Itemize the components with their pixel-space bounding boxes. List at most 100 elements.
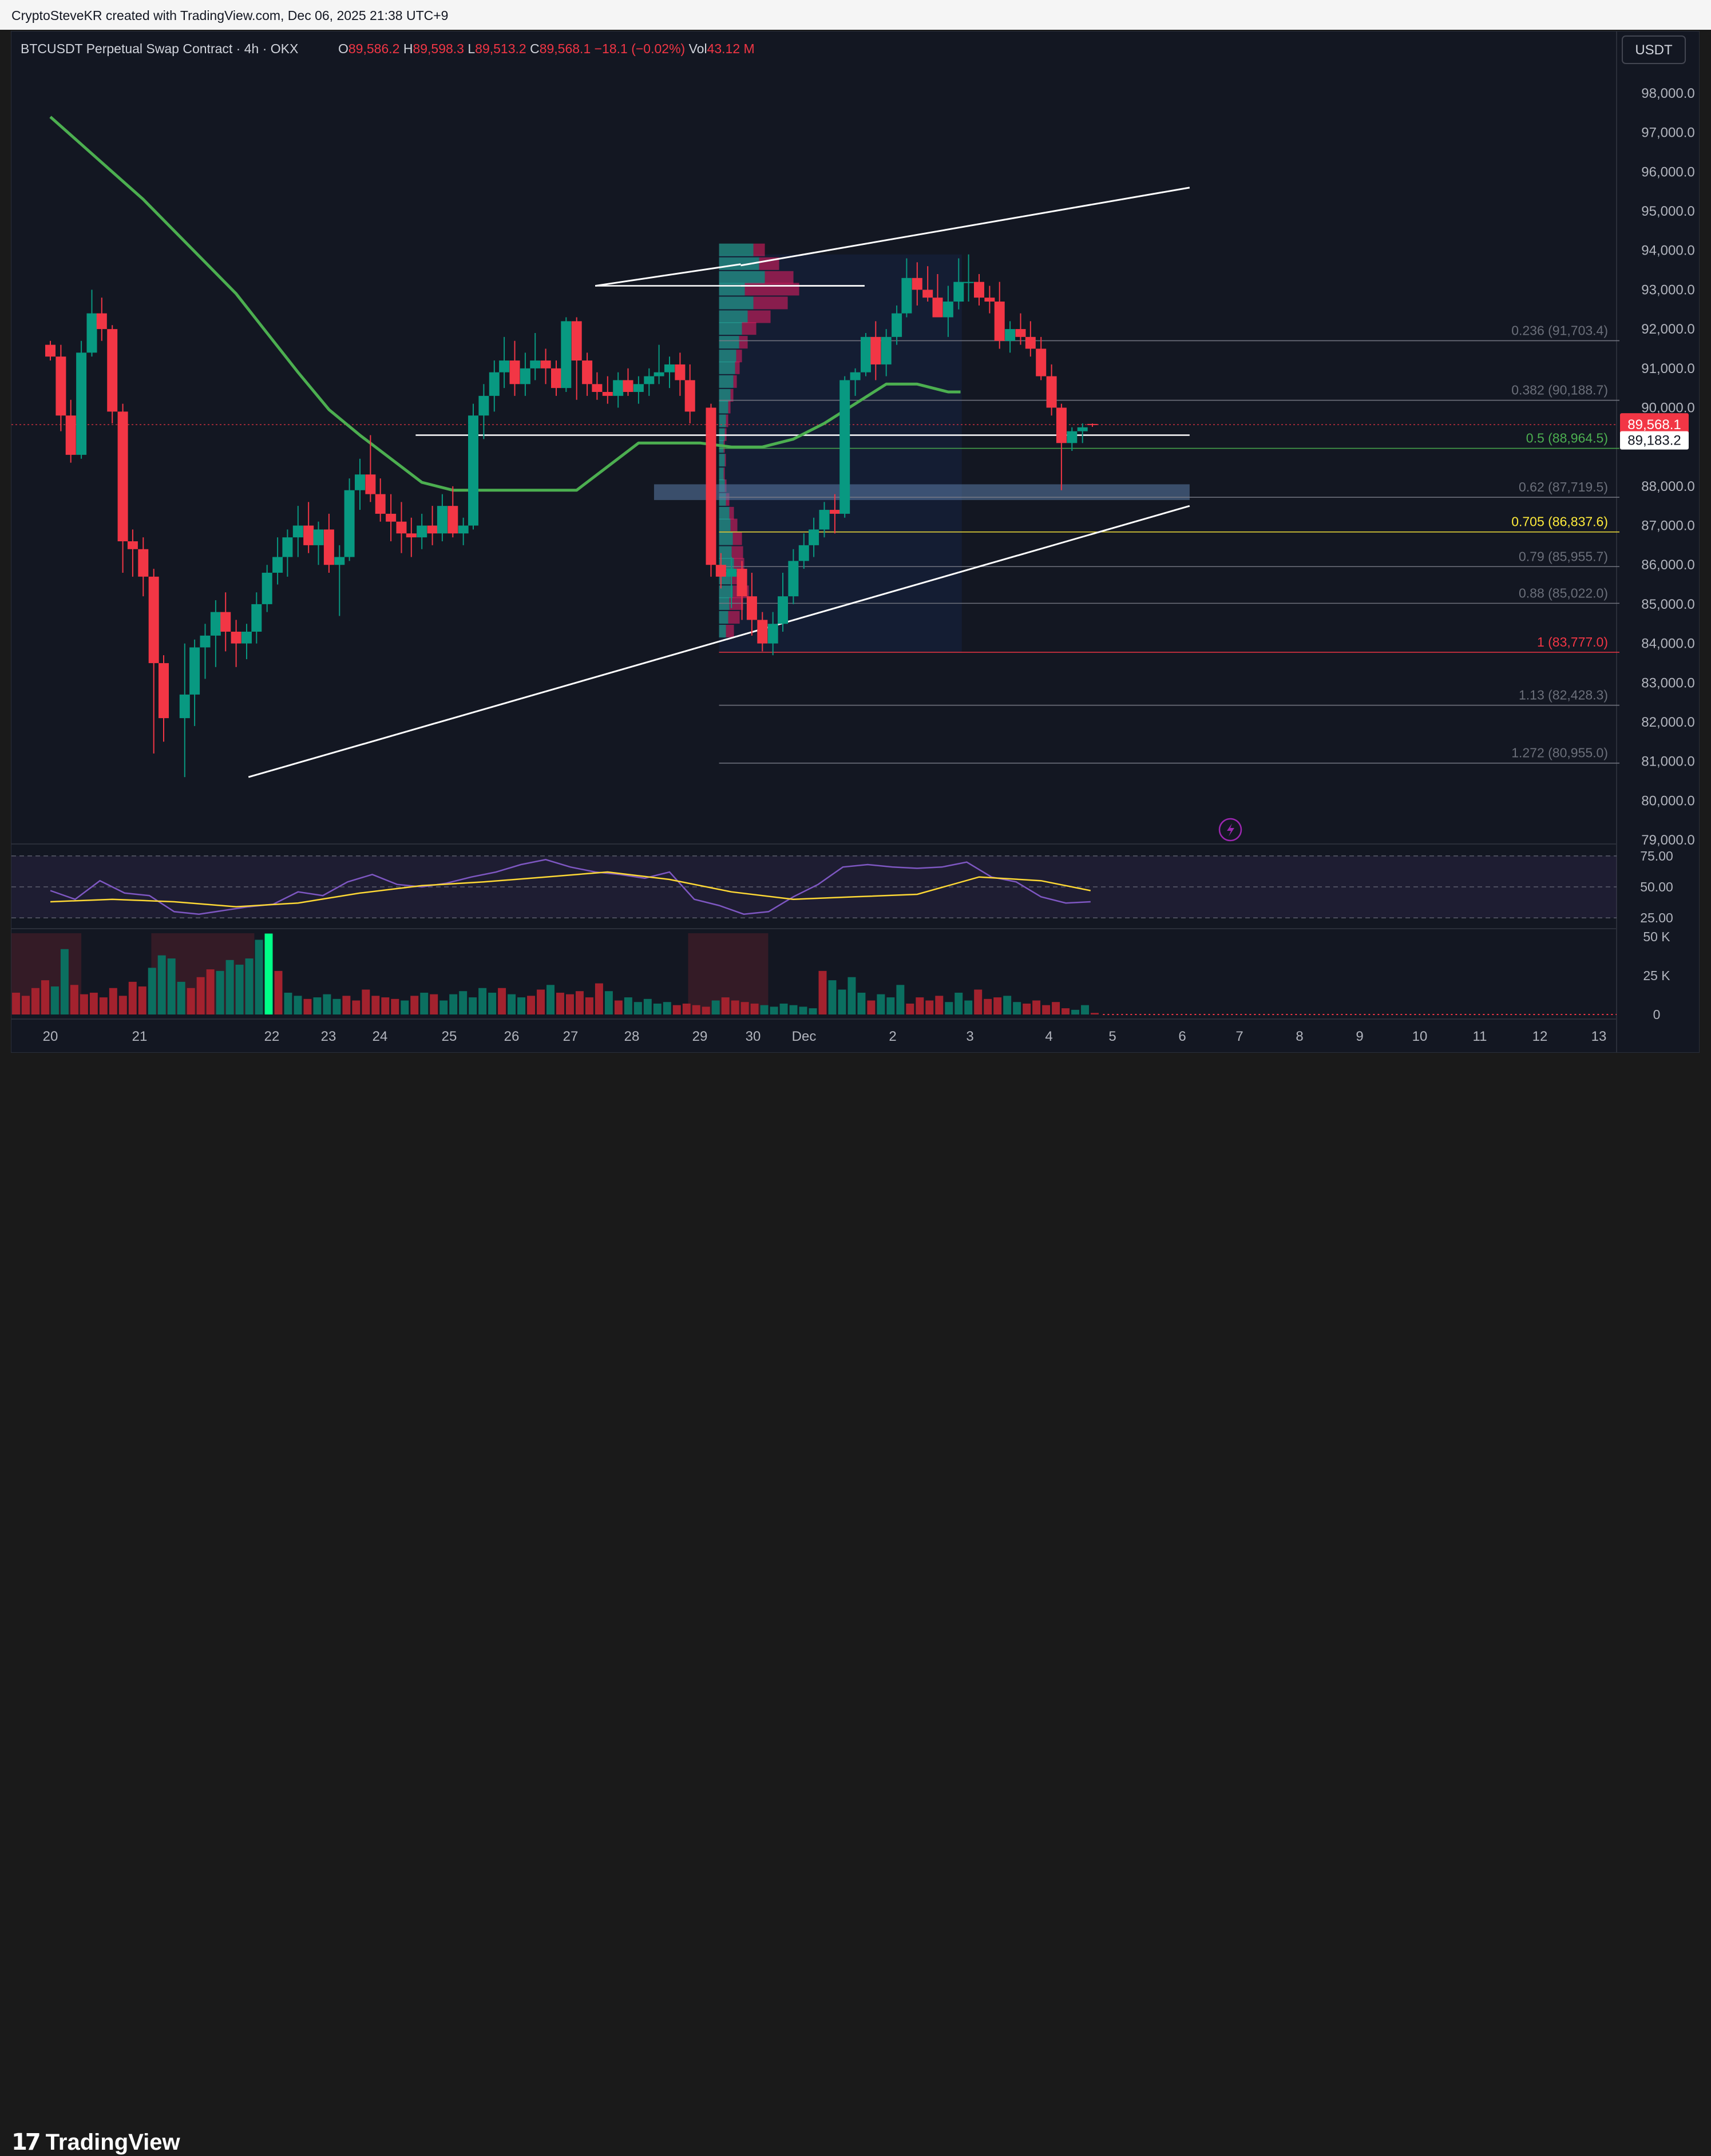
volume-bar[interactable] — [255, 940, 263, 1014]
volume-bar[interactable] — [799, 1006, 807, 1014]
volume-bar[interactable] — [779, 1003, 788, 1014]
volume-bar[interactable] — [488, 992, 497, 1014]
volume-bar[interactable] — [21, 996, 30, 1014]
volume-bar[interactable] — [167, 958, 176, 1014]
volume-bar[interactable] — [41, 980, 49, 1014]
volume-bar[interactable] — [439, 1000, 448, 1014]
volume-bar[interactable] — [1091, 1013, 1099, 1014]
candle[interactable] — [334, 557, 345, 565]
volume-bar[interactable] — [235, 964, 244, 1014]
candle[interactable] — [922, 290, 933, 298]
candle[interactable] — [406, 533, 417, 538]
volume-bar[interactable] — [565, 994, 574, 1014]
volume-bar[interactable] — [89, 992, 98, 1014]
volume-bar[interactable] — [478, 988, 487, 1014]
candle[interactable] — [860, 336, 871, 372]
candle[interactable] — [65, 415, 76, 455]
candle[interactable] — [1077, 427, 1088, 431]
volume-bar[interactable] — [1062, 1008, 1070, 1014]
candle[interactable] — [447, 506, 458, 534]
candle[interactable] — [984, 298, 995, 302]
candle[interactable] — [571, 321, 582, 361]
candle[interactable] — [602, 392, 613, 396]
volume-bar[interactable] — [401, 1000, 409, 1014]
volume-bar[interactable] — [750, 1003, 759, 1014]
rsi-ma-line[interactable] — [50, 871, 1091, 907]
volume-bar[interactable] — [974, 989, 983, 1014]
volume-bar[interactable] — [945, 1002, 953, 1014]
candle[interactable] — [653, 372, 664, 376]
volume-bar[interactable] — [381, 997, 390, 1014]
volume-bar[interactable] — [430, 994, 438, 1014]
volume-bar[interactable] — [449, 994, 458, 1014]
volume-bar[interactable] — [70, 985, 78, 1014]
volume-bar[interactable] — [886, 997, 895, 1014]
volume-bar[interactable] — [313, 997, 322, 1014]
candle[interactable] — [901, 278, 912, 314]
candle[interactable] — [189, 647, 200, 695]
candle[interactable] — [148, 576, 159, 663]
volume-bar[interactable] — [731, 1000, 739, 1014]
volume-bar[interactable] — [225, 960, 234, 1014]
candle[interactable] — [458, 525, 469, 534]
volume-bar[interactable] — [274, 970, 283, 1014]
volume-bar[interactable] — [371, 996, 380, 1014]
candle[interactable] — [344, 490, 355, 557]
candle[interactable] — [892, 313, 902, 337]
candle[interactable] — [56, 356, 66, 416]
volume-bar[interactable] — [177, 981, 185, 1014]
volume-bar[interactable] — [391, 998, 399, 1014]
candle[interactable] — [262, 572, 272, 604]
volume-bar[interactable] — [847, 977, 856, 1014]
candle[interactable] — [292, 525, 303, 538]
volume-bar[interactable] — [352, 1000, 361, 1014]
candle[interactable] — [1056, 407, 1067, 443]
candle[interactable] — [942, 302, 953, 318]
candle[interactable] — [994, 302, 1005, 341]
volume-bar[interactable] — [517, 997, 526, 1014]
candle[interactable] — [963, 282, 974, 283]
volume-bar[interactable] — [604, 991, 613, 1014]
candle[interactable] — [127, 541, 138, 549]
candle[interactable] — [282, 537, 293, 557]
candle[interactable] — [726, 569, 737, 577]
volume-bar[interactable] — [711, 1000, 720, 1014]
candle[interactable] — [623, 380, 633, 392]
volume-bar[interactable] — [556, 992, 564, 1014]
candle[interactable] — [251, 604, 262, 632]
volume-bar[interactable] — [332, 998, 341, 1014]
candle[interactable] — [582, 360, 593, 385]
volume-bar[interactable] — [12, 992, 20, 1014]
volume-bar[interactable] — [818, 970, 827, 1014]
volume-bar[interactable] — [614, 1000, 623, 1014]
candle[interactable] — [881, 336, 892, 364]
candle[interactable] — [746, 596, 757, 620]
candle[interactable] — [839, 380, 850, 514]
candle[interactable] — [1087, 423, 1098, 425]
candle[interactable] — [675, 364, 686, 381]
volume-bar[interactable] — [1013, 1002, 1021, 1014]
candle[interactable] — [684, 380, 695, 412]
candle[interactable] — [313, 529, 324, 545]
volume-bar[interactable] — [663, 1002, 671, 1014]
candle[interactable] — [303, 525, 314, 545]
volume-bar[interactable] — [916, 997, 924, 1014]
volume-bar[interactable] — [264, 933, 273, 1014]
candle[interactable] — [210, 612, 221, 636]
candle[interactable] — [850, 372, 861, 381]
channel-upper-trendline[interactable] — [740, 187, 1190, 267]
candle[interactable] — [757, 620, 768, 644]
chart-canvas[interactable]: 0.236 (91,703.4) 0.382 (90,188.7) 0.5 (88,… — [11, 31, 1700, 1053]
candle[interactable] — [736, 569, 747, 597]
volume-bar[interactable] — [1081, 1005, 1090, 1014]
candle[interactable] — [1046, 376, 1057, 408]
volume-bar[interactable] — [809, 1008, 817, 1014]
candle[interactable] — [375, 494, 386, 514]
volume-bar[interactable] — [692, 1005, 700, 1014]
candle[interactable] — [633, 384, 644, 392]
volume-bar[interactable] — [469, 997, 477, 1014]
candle[interactable] — [829, 510, 840, 514]
volume-bar[interactable] — [118, 996, 127, 1014]
volume-bar[interactable] — [128, 981, 137, 1014]
candle[interactable] — [530, 360, 541, 368]
